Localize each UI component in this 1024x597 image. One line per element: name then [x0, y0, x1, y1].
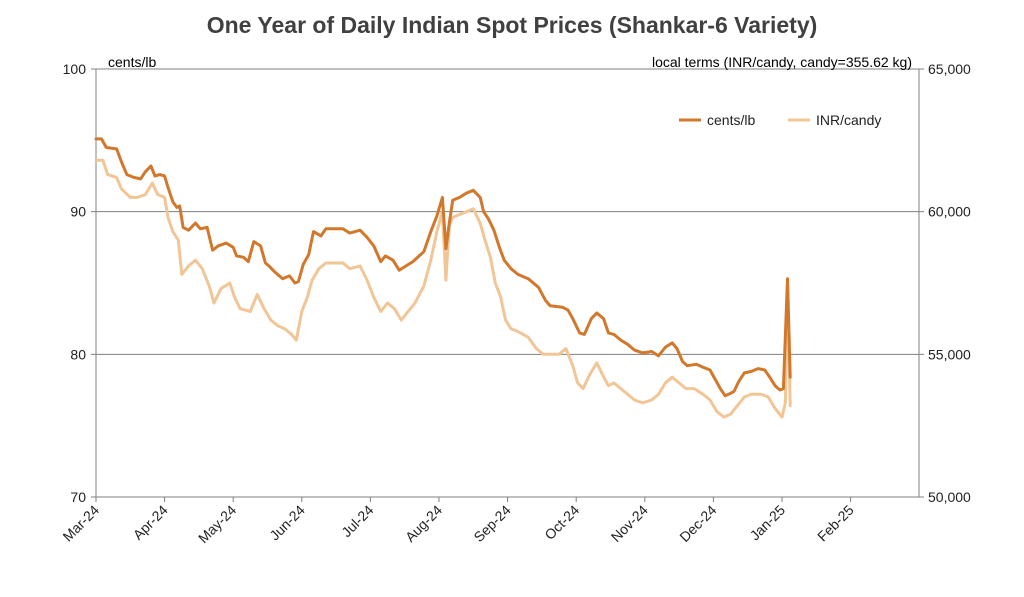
legend-label-cents: cents/lb: [707, 112, 755, 128]
x-tick-label: Mar-24: [59, 502, 102, 545]
x-tick-label: Sep-24: [470, 502, 513, 545]
left-tick-label: 80: [70, 346, 86, 362]
right-tick-label: 60,000: [928, 204, 971, 220]
right-tick-label: 65,000: [928, 61, 971, 77]
right-tick-label: 50,000: [928, 489, 971, 505]
x-tick-label: Jan-25: [747, 502, 789, 544]
legend: cents/lb INR/candy: [679, 112, 881, 128]
left-axis-ticks: 70 80 90 100: [63, 61, 96, 505]
plot-area: [95, 68, 920, 498]
left-tick-label: 90: [70, 204, 86, 220]
left-axis-label: cents/lb: [108, 54, 156, 70]
x-tick-label: May-24: [195, 502, 239, 546]
chart-title: One Year of Daily Indian Spot Prices (Sh…: [207, 12, 818, 38]
x-axis-ticks: Mar-24 Apr-24 May-24 Jun-24 Jul-24 Aug-24 Sep-…: [59, 497, 857, 546]
legend-label-inr: INR/candy: [816, 112, 881, 128]
left-tick-label: 100: [63, 61, 87, 77]
x-tick-label: Jul-24: [338, 502, 376, 540]
x-tick-label: Oct-24: [541, 502, 582, 543]
grid: [96, 211, 919, 355]
right-axis-label: local terms (INR/candy, candy=355.62 kg): [652, 54, 912, 70]
x-tick-label: Feb-25: [814, 502, 857, 545]
x-tick-label: Apr-24: [130, 502, 171, 543]
left-tick-label: 70: [70, 489, 86, 505]
series-line-inr: [94, 158, 792, 419]
series-line-cents: [94, 137, 792, 398]
right-tick-label: 55,000: [928, 346, 971, 362]
x-tick-label: Nov-24: [608, 502, 651, 545]
x-tick-label: Dec-24: [676, 502, 719, 545]
series-group: [94, 137, 792, 419]
right-axis-ticks: 50,000 55,000 60,000 65,000: [919, 61, 971, 505]
x-tick-label: Aug-24: [402, 502, 445, 545]
x-tick-label: Jun-24: [266, 502, 308, 544]
